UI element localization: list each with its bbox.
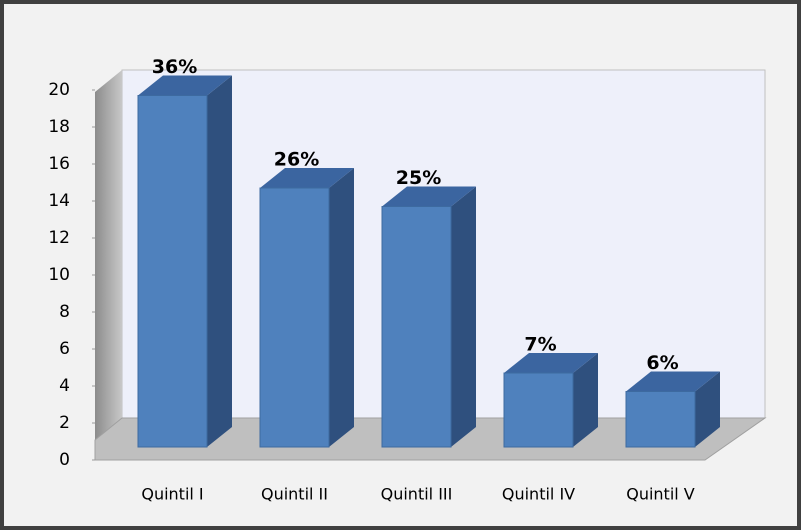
value-label: 25% — [396, 167, 441, 189]
y-tick-label: 8 — [59, 302, 70, 322]
x-tick-label: Quintil III — [381, 485, 453, 504]
y-tick-label: 0 — [59, 450, 70, 470]
y-tick-label: 6 — [59, 339, 70, 359]
bar-side — [329, 168, 354, 447]
y-tick-label: 2 — [59, 413, 70, 433]
y-tick-label: 20 — [48, 80, 70, 100]
value-label: 7% — [524, 334, 556, 356]
y-tick-label: 18 — [48, 117, 70, 137]
bar — [503, 372, 574, 448]
value-label: 6% — [646, 352, 678, 374]
bar-side — [207, 75, 232, 447]
x-tick-label: Quintil IV — [502, 485, 575, 504]
bar — [381, 206, 452, 448]
bar-top — [504, 353, 598, 373]
bar — [137, 95, 208, 448]
value-label: 36% — [152, 56, 197, 78]
x-tick-label: Quintil II — [261, 485, 328, 504]
bar-top — [382, 186, 476, 207]
bar-top — [626, 371, 720, 392]
bar-top — [138, 75, 232, 96]
bar-top — [260, 168, 354, 188]
y-tick-label: 16 — [48, 154, 70, 174]
y-tick-label: 12 — [48, 228, 70, 248]
bar-side — [695, 371, 720, 447]
x-tick-label: Quintil I — [141, 485, 203, 504]
bar-side — [573, 353, 598, 447]
value-label: 26% — [274, 149, 319, 171]
y-tick-label: 10 — [48, 265, 70, 285]
y-tick-label: 14 — [48, 191, 70, 211]
side-wall — [95, 70, 122, 440]
y-tick-label: 4 — [59, 376, 70, 396]
bar-side — [451, 186, 476, 447]
x-tick-label: Quintil V — [626, 485, 695, 504]
bar — [259, 187, 330, 448]
bar — [625, 391, 696, 448]
